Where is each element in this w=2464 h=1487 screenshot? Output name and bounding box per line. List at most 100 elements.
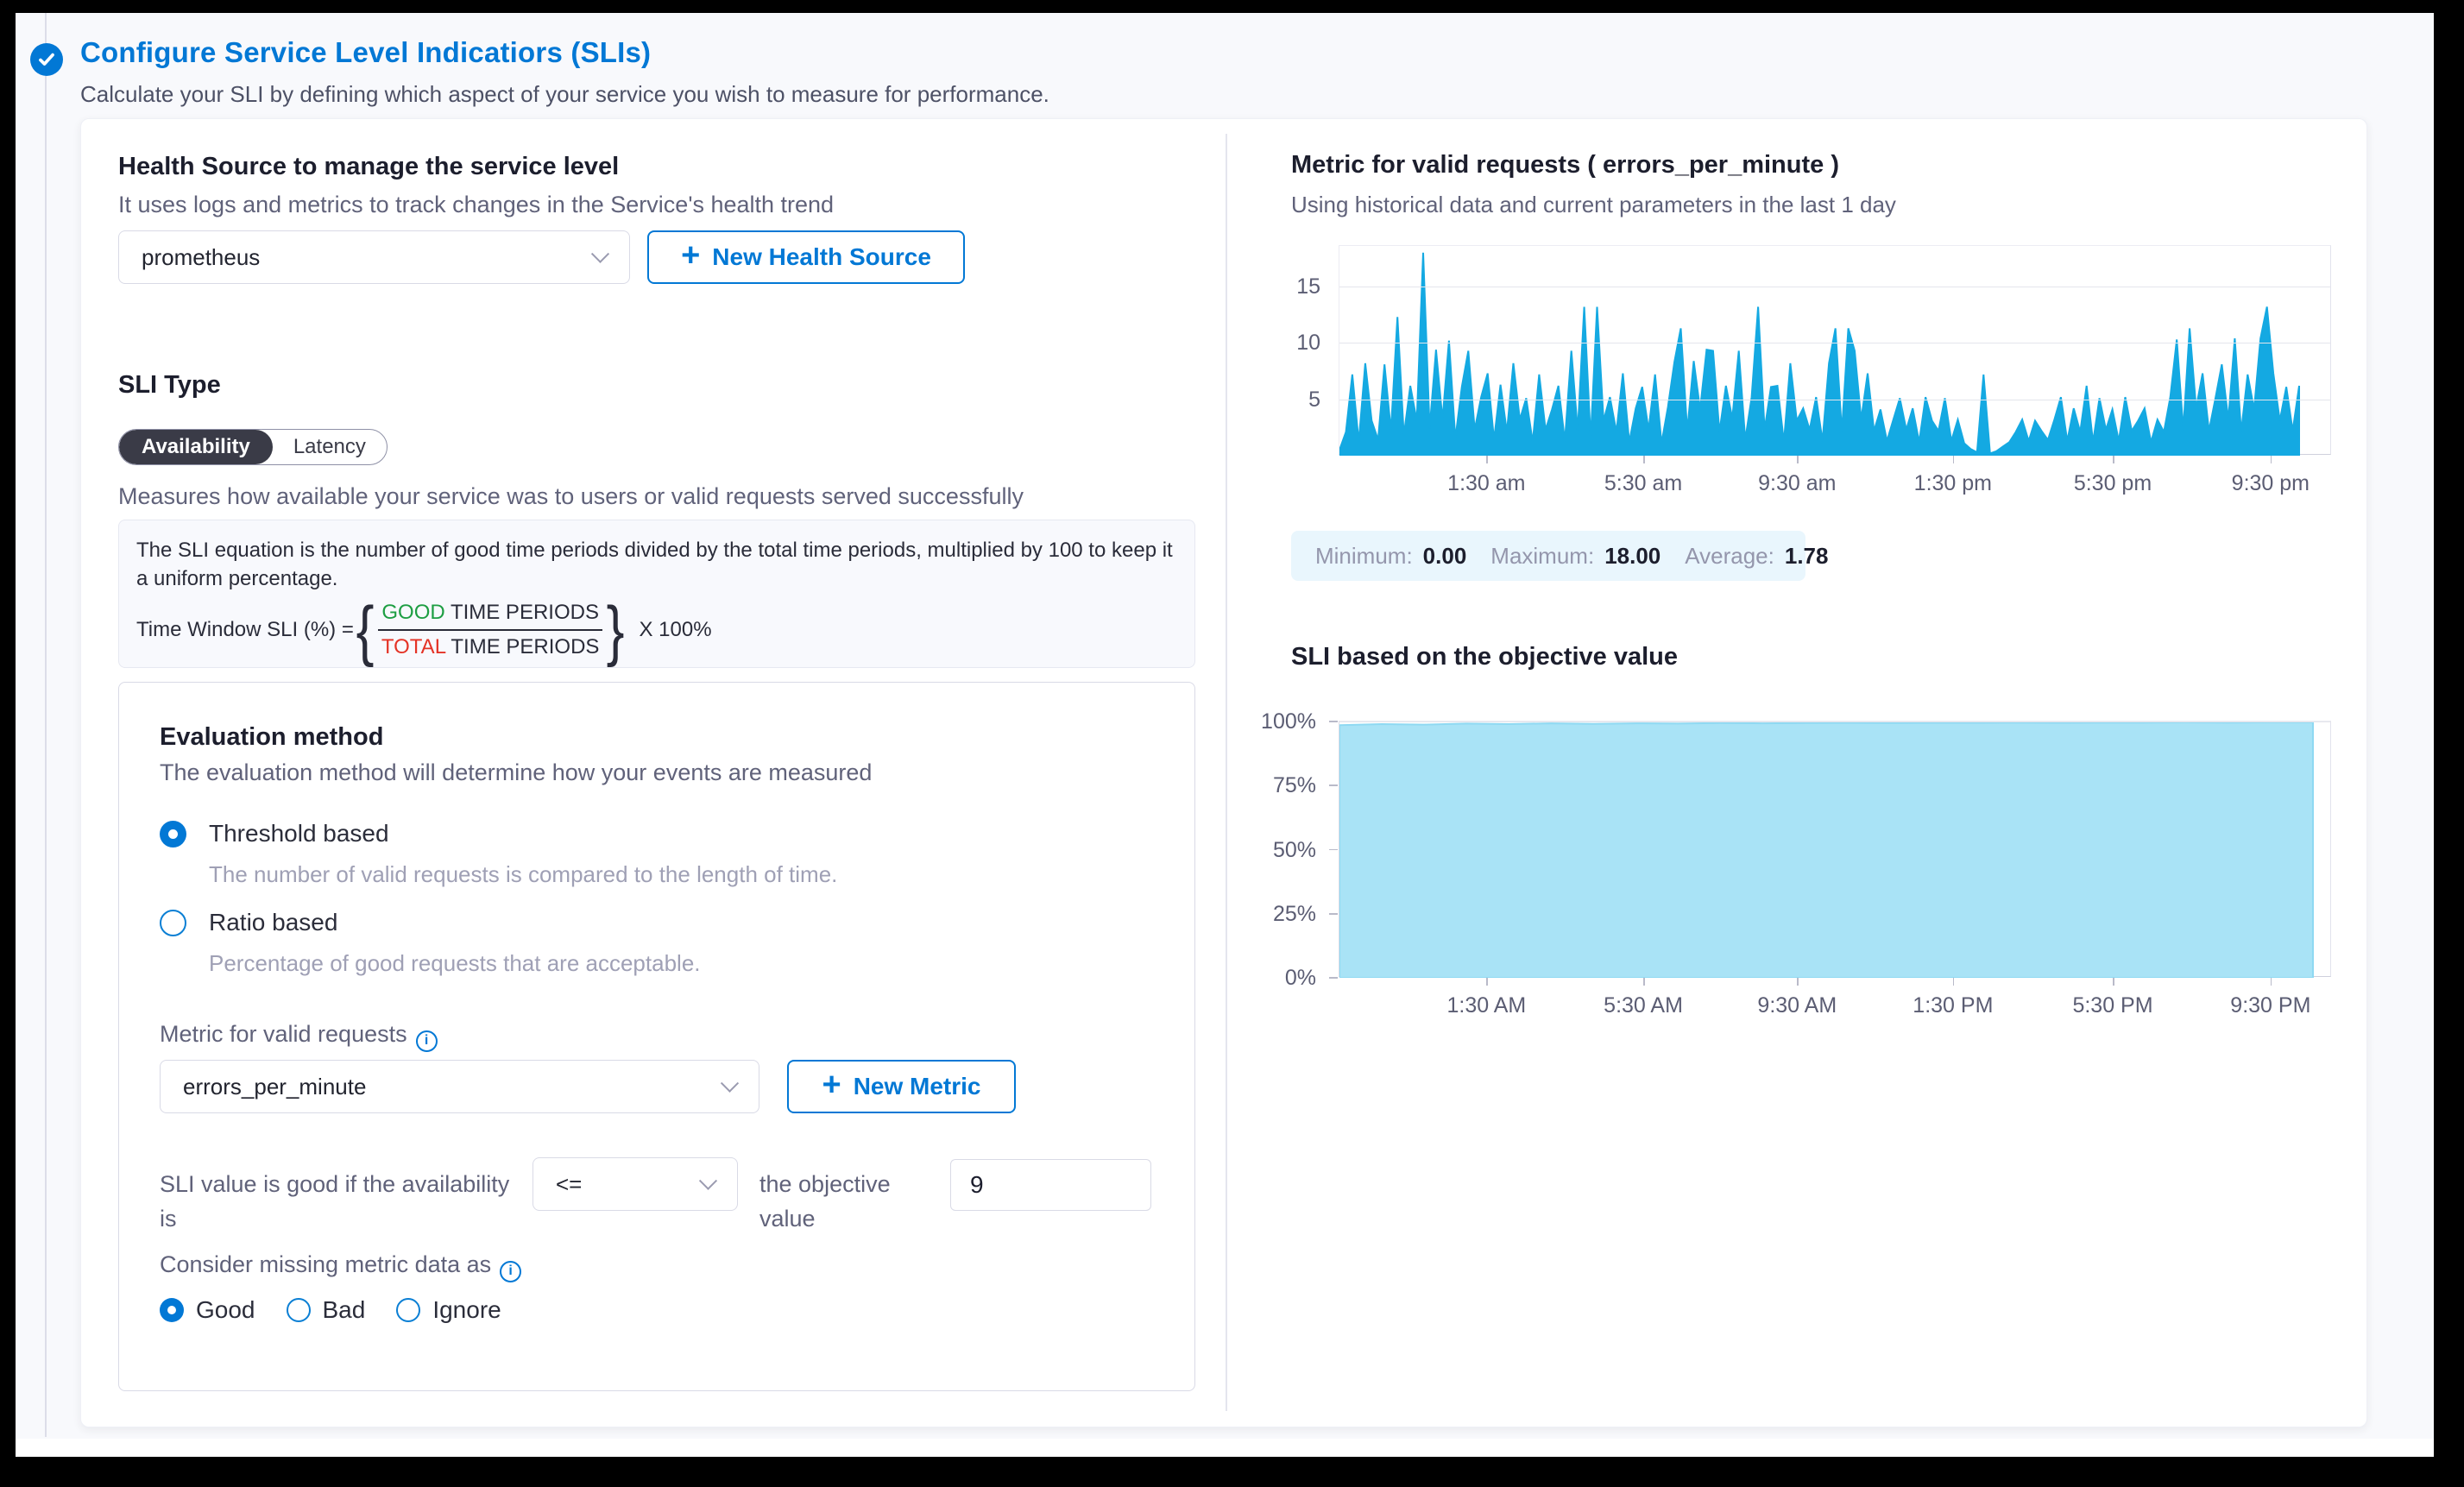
evaluation-method-heading: Evaluation method xyxy=(160,723,384,751)
formula-fraction: GOOD TIME PERIODS TOTAL TIME PERIODS xyxy=(377,601,603,659)
ytick-5: 5 xyxy=(1308,388,1320,412)
health-source-heading: Health Source to manage the service leve… xyxy=(118,153,620,180)
x-tick-label: 5:30 pm xyxy=(2073,471,2152,495)
x-tick-mark xyxy=(1797,456,1799,463)
new-metric-button[interactable]: + New Metric xyxy=(787,1060,1016,1113)
plus-icon: + xyxy=(681,237,701,274)
objective-value: 9 xyxy=(970,1171,984,1198)
y-tick-label: 25% xyxy=(1272,902,1316,926)
ratio-description: Percentage of good requests that are acc… xyxy=(209,950,701,976)
min-value: 0.00 xyxy=(1422,542,1467,569)
x-tick-label: 5:30 PM xyxy=(2072,993,2153,1018)
threshold-label: Threshold based xyxy=(209,820,389,847)
x-tick-label: 9:30 pm xyxy=(2231,471,2310,495)
x-tick-label: 9:30 PM xyxy=(2230,993,2311,1018)
health-source-select[interactable]: prometheus xyxy=(118,230,630,284)
x-tick-mark xyxy=(1486,456,1488,463)
sli-equation-text: The SLI equation is the number of good t… xyxy=(136,539,1173,590)
sli-type-description: Measures how available your service was … xyxy=(118,483,1024,509)
y-tick-mark xyxy=(1329,913,1338,915)
avg-value: 1.78 xyxy=(1784,542,1829,569)
x-tick-label: 1:30 PM xyxy=(1913,993,1994,1018)
step-subtitle: Calculate your SLI by defining which asp… xyxy=(80,81,1049,107)
max-value: 18.00 xyxy=(1604,542,1661,569)
check-icon xyxy=(39,53,54,66)
total-time-periods-rest: TIME PERIODS xyxy=(445,635,600,658)
metric-series xyxy=(1339,252,2300,457)
chevron-down-icon xyxy=(698,1171,718,1190)
missing-metric-options: Good Bad Ignore xyxy=(160,1296,501,1324)
missing-ignore-label: Ignore xyxy=(432,1296,501,1323)
y-tick-label: 100% xyxy=(1261,709,1316,734)
x-tick-mark xyxy=(1643,978,1645,986)
formula-multiplier: X 100% xyxy=(639,618,712,641)
new-metric-label: New Metric xyxy=(853,1073,981,1099)
missing-good-label: Good xyxy=(196,1296,255,1323)
x-tick-mark xyxy=(1952,978,1955,986)
x-tick-label: 1:30 pm xyxy=(1913,471,1993,495)
metric-select[interactable]: errors_per_minute xyxy=(160,1060,759,1113)
health-source-selected-value: prometheus xyxy=(142,243,261,270)
chevron-down-icon xyxy=(590,244,610,263)
sli-area-chart xyxy=(1339,721,2331,979)
sli-type-option-availability[interactable]: Availability xyxy=(119,430,273,464)
objective-value-input[interactable]: 9 xyxy=(950,1159,1151,1211)
metric-selected-value: errors_per_minute xyxy=(183,1073,367,1099)
sli-chart-title: SLI based on the objective value xyxy=(1291,643,1679,671)
missing-bad-label: Bad xyxy=(322,1296,366,1323)
chevron-down-icon xyxy=(720,1074,740,1093)
min-label: Minimum: xyxy=(1315,542,1413,569)
x-tick-label: 5:30 AM xyxy=(1604,993,1683,1018)
formula-prefix: Time Window SLI (%) = xyxy=(136,618,354,641)
good-time-periods-rest: TIME PERIODS xyxy=(444,601,599,624)
new-health-source-label: New Health Source xyxy=(712,243,931,270)
good-time-periods-highlight: GOOD xyxy=(381,601,445,624)
page-bottom-strip xyxy=(16,1439,2434,1457)
threshold-based-option[interactable]: Threshold based xyxy=(160,820,389,847)
sli-equation-box: The SLI equation is the number of good t… xyxy=(118,520,1195,668)
panel-divider xyxy=(1226,134,1227,1411)
brace-close: } xyxy=(607,592,625,668)
ratio-radio[interactable] xyxy=(160,909,186,936)
info-icon[interactable]: i xyxy=(500,1260,522,1282)
objective-mid-label: the objective value xyxy=(759,1171,891,1232)
ratio-label: Ratio based xyxy=(209,909,338,936)
evaluation-method-panel xyxy=(118,682,1195,1391)
metric-timeseries-chart xyxy=(1339,245,2331,457)
objective-prefix-label: SLI value is good if the availability is xyxy=(160,1171,510,1232)
y-tick-label: 50% xyxy=(1272,837,1316,862)
missing-metric-label: Consider missing metric data as i xyxy=(160,1251,522,1282)
evaluation-method-description: The evaluation method will determine how… xyxy=(160,759,873,785)
new-health-source-button[interactable]: + New Health Source xyxy=(647,230,965,284)
threshold-radio[interactable] xyxy=(160,820,186,847)
x-tick-mark xyxy=(1797,978,1799,986)
metric-chart-title: Metric for valid requests ( errors_per_m… xyxy=(1291,151,1839,179)
step-complete-icon xyxy=(30,43,63,76)
y-tick-mark xyxy=(1329,721,1338,722)
threshold-description: The number of valid requests is compared… xyxy=(209,861,838,887)
y-tick-mark xyxy=(1329,848,1338,850)
info-icon[interactable]: i xyxy=(415,1030,438,1052)
ratio-based-option[interactable]: Ratio based xyxy=(160,909,337,936)
sli-equation-formula: Time Window SLI (%) = { GOOD TIME PERIOD… xyxy=(136,596,712,664)
missing-ignore-radio[interactable] xyxy=(396,1298,421,1322)
sli-type-heading: SLI Type xyxy=(118,371,221,399)
missing-good-radio[interactable] xyxy=(160,1298,184,1322)
brace-open: { xyxy=(356,592,375,668)
x-tick-mark xyxy=(1952,456,1955,463)
x-tick-label: 5:30 am xyxy=(1604,471,1683,495)
missing-bad-radio[interactable] xyxy=(286,1298,311,1322)
wizard-stepper-line xyxy=(45,13,47,1437)
x-tick-label: 9:30 AM xyxy=(1757,993,1837,1018)
x-tick-mark xyxy=(2113,456,2114,463)
comparator-select[interactable]: <= xyxy=(533,1157,738,1211)
sli-type-option-latency[interactable]: Latency xyxy=(293,435,366,458)
y-tick-mark xyxy=(1329,784,1338,786)
x-tick-label: 1:30 am xyxy=(1447,471,1526,495)
metric-stats-bar: Minimum: 0.00 Maximum: 18.00 Average: 1.… xyxy=(1291,531,1828,581)
avg-label: Average: xyxy=(1685,542,1774,569)
ytick-15: 15 xyxy=(1296,274,1320,299)
x-tick-mark xyxy=(2113,978,2114,986)
x-tick-label: 1:30 AM xyxy=(1446,993,1527,1018)
